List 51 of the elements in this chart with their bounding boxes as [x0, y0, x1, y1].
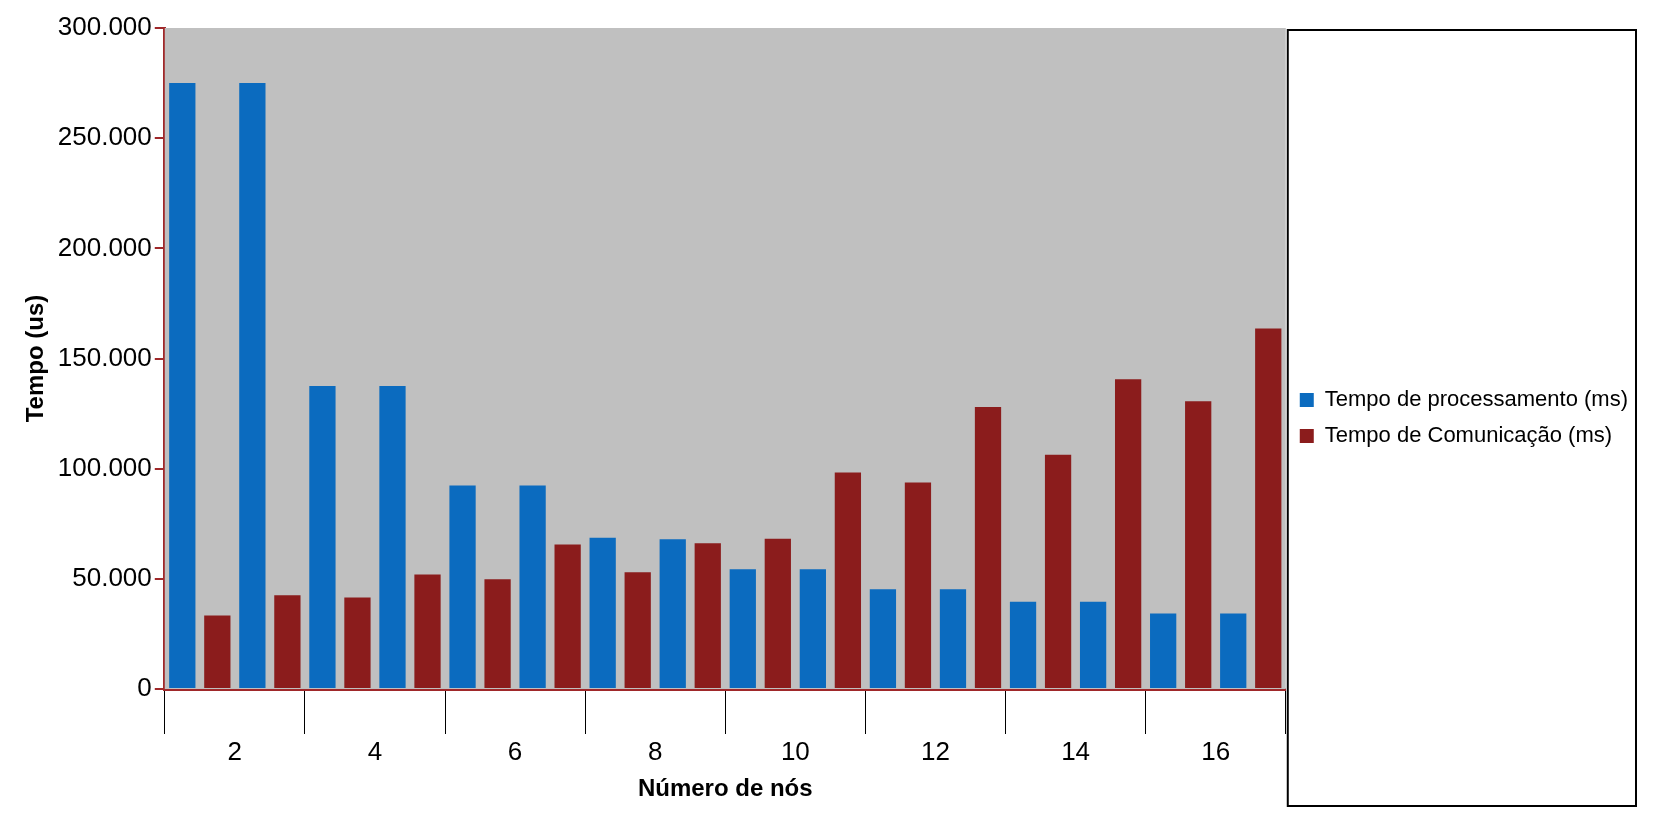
x-axis-title: Número de nós: [637, 774, 813, 802]
x-tick-label: 2: [227, 735, 243, 766]
bar: [624, 572, 651, 688]
y-tick-label: 100.000: [57, 451, 152, 482]
bar: [1185, 401, 1212, 688]
bar: [1220, 613, 1247, 688]
bar: [484, 579, 511, 688]
y-tick-label: 250.000: [57, 121, 152, 152]
bar: [309, 386, 336, 688]
bar: [1044, 454, 1072, 688]
bar: [1009, 601, 1037, 688]
x-tick-label: 16: [1201, 735, 1231, 766]
bar: [939, 589, 967, 688]
legend-label: Tempo de Comunicação (ms): [1324, 422, 1613, 448]
bar: [239, 83, 266, 688]
bar: [204, 615, 231, 688]
bar: [519, 485, 546, 688]
y-tick-label: 200.000: [57, 231, 152, 262]
bar: [1255, 328, 1282, 688]
bar: [554, 544, 581, 688]
bar: [904, 482, 932, 688]
bar: [379, 386, 406, 688]
y-tick-label: 300.000: [57, 11, 152, 42]
bar: [1150, 613, 1177, 688]
y-tick-label: 150.000: [57, 341, 152, 372]
bar: [589, 537, 616, 688]
x-tick-label: 6: [507, 735, 523, 766]
legend-label: Tempo de processamento (ms): [1324, 386, 1628, 412]
y-axis-title: Tempo (us): [21, 294, 49, 423]
bar: [659, 539, 686, 688]
bar: [834, 472, 862, 688]
bar: [449, 485, 476, 688]
x-tick-label: 4: [367, 735, 383, 766]
bar: [169, 83, 196, 688]
bar: [1114, 379, 1142, 688]
bar: [729, 569, 756, 688]
bar: [274, 595, 301, 688]
bar: [1079, 601, 1107, 688]
x-tick-label: 14: [1061, 735, 1091, 766]
x-tick-label: 12: [921, 735, 950, 766]
bar: [414, 574, 441, 688]
x-tick-label: 8: [647, 735, 663, 766]
y-tick-label: 50.000: [72, 562, 152, 593]
bar: [869, 589, 897, 688]
bar: [344, 597, 371, 688]
bar: [764, 538, 791, 688]
bar: [799, 569, 826, 688]
y-tick-label: 0: [137, 672, 152, 703]
bar: [694, 543, 721, 688]
x-tick-label: 10: [780, 735, 810, 766]
bar: [974, 406, 1002, 688]
